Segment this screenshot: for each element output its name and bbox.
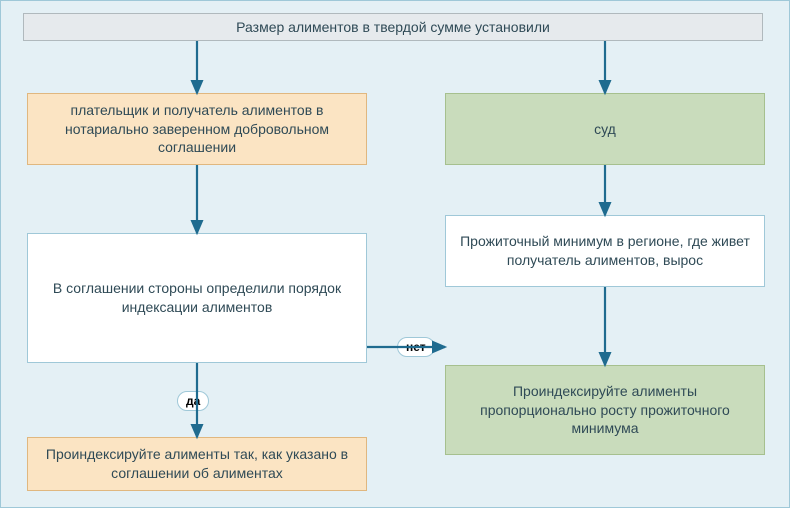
node-left-c: Проиндексируйте алименты так, как указан… bbox=[27, 437, 367, 491]
node-left-c-text: Проиндексируйте алименты так, как указан… bbox=[40, 445, 354, 483]
node-top-text: Размер алиментов в твердой сумме установ… bbox=[236, 18, 550, 37]
node-left-a-text: плательщик и получатель алиментов в нота… bbox=[40, 101, 354, 158]
node-left-b: В соглашении стороны определили порядок … bbox=[27, 233, 367, 363]
decision-no: нет bbox=[397, 337, 435, 357]
node-left-b-text: В соглашении стороны определили порядок … bbox=[40, 279, 354, 317]
node-right-b-text: Прожиточный минимум в регионе, где живет… bbox=[458, 232, 752, 270]
node-top: Размер алиментов в твердой сумме установ… bbox=[23, 13, 763, 41]
decision-yes: да bbox=[177, 391, 209, 411]
node-right-a-text: суд bbox=[594, 120, 616, 139]
node-right-c: Проиндексируйте алименты пропорционально… bbox=[445, 365, 765, 455]
flowchart-container: Размер алиментов в твердой сумме установ… bbox=[0, 0, 790, 508]
node-left-a: плательщик и получатель алиментов в нота… bbox=[27, 93, 367, 165]
node-right-a: суд bbox=[445, 93, 765, 165]
node-right-b: Прожиточный минимум в регионе, где живет… bbox=[445, 215, 765, 287]
node-right-c-text: Проиндексируйте алименты пропорционально… bbox=[458, 382, 752, 439]
decision-no-text: нет bbox=[406, 340, 426, 354]
decision-yes-text: да bbox=[186, 394, 200, 408]
